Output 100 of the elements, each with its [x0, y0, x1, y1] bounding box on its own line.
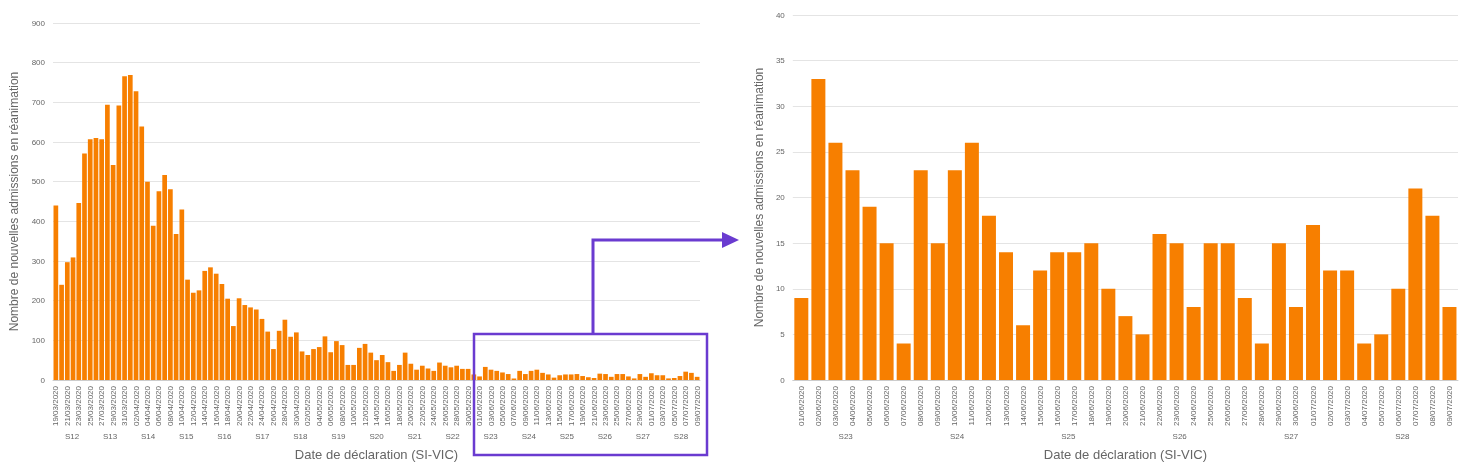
x-tick-label: 21/06/2020 — [1137, 385, 1147, 427]
x-tick-label: 08/04/2020 — [165, 385, 175, 427]
x-tick-label: 17/06/2020 — [566, 385, 576, 427]
x-tick-label: 21/06/2020 — [589, 385, 599, 427]
y-tick-label: 200 — [31, 296, 46, 306]
x-tick-label: 29/03/2020 — [108, 385, 118, 427]
x-tick-label: 25/06/2020 — [612, 385, 622, 427]
x-tick-label: 14/04/2020 — [200, 385, 210, 427]
x-tick-label: 02/04/2020 — [131, 385, 141, 427]
bar — [1442, 307, 1457, 380]
x-tick-label: 05/06/2020 — [497, 385, 507, 427]
bar — [947, 170, 962, 380]
y-tick-label: 600 — [31, 137, 46, 147]
bar — [1033, 270, 1048, 380]
bar — [1340, 270, 1355, 380]
x-tick-label: 01/07/2020 — [646, 385, 656, 427]
bar — [1391, 288, 1406, 380]
y-axis-title: Nombre de nouvelles admissions en réanimation — [7, 71, 21, 332]
x-tick-label: 10/05/2020 — [349, 385, 359, 427]
text: S24 — [521, 431, 537, 441]
x-tick-label: 02/05/2020 — [303, 385, 313, 427]
x-tick-label: 14/06/2020 — [1018, 385, 1028, 427]
bar — [1374, 334, 1389, 380]
bar — [1254, 343, 1269, 380]
x-axis-title: Date de déclaration (SI-VIC) — [1043, 447, 1208, 462]
x-tick-label: 11/06/2020 — [967, 385, 977, 426]
x-tick-label: 03/06/2020 — [486, 385, 496, 427]
x-tick-label: 23/03/2020 — [74, 385, 84, 427]
x-tick-label: 26/04/2020 — [268, 385, 278, 427]
x-tick-label: 27/06/2020 — [623, 385, 633, 427]
text: S28 — [1395, 431, 1410, 441]
x-tick-label: 20/04/2020 — [234, 385, 244, 427]
x-tick-label: 23/06/2020 — [1172, 385, 1182, 427]
x-tick-label: 02/06/2020 — [813, 385, 823, 427]
x-tick-label: 01/06/2020 — [796, 385, 806, 427]
bar — [1220, 243, 1235, 380]
x-tick-label: 17/06/2020 — [1069, 385, 1079, 427]
x-tick-label: 03/07/2020 — [658, 385, 668, 427]
x-tick-label: 24/06/2020 — [1189, 385, 1199, 427]
x-tick-label: 30/04/2020 — [291, 385, 301, 427]
bar — [1271, 243, 1286, 380]
bar — [930, 243, 945, 380]
y-axis-title: Nombre de nouvelles admissions en réanimation — [752, 67, 766, 328]
bar — [1084, 243, 1099, 380]
x-tick-label: 22/06/2020 — [1155, 385, 1165, 427]
x-tick-label: 18/05/2020 — [394, 385, 404, 427]
y-tick-label: 40 — [775, 10, 786, 20]
x-tick-label: 07/07/2020 — [681, 385, 691, 427]
x-tick-label: 24/05/2020 — [429, 385, 439, 427]
x-tick-label: 27/06/2020 — [1240, 385, 1250, 427]
x-tick-label: 05/06/2020 — [865, 385, 875, 427]
bar — [828, 142, 843, 380]
x-tick-label: 16/04/2020 — [211, 385, 221, 427]
bar — [1306, 224, 1321, 380]
bar — [1135, 334, 1150, 380]
y-tick-label: 0 — [780, 375, 786, 385]
x-tick-label: 10/04/2020 — [177, 385, 187, 427]
x-tick-label: 26/06/2020 — [1223, 385, 1233, 427]
bar — [999, 252, 1013, 380]
y-tick-label: 300 — [31, 256, 46, 266]
y-tick-label: 900 — [31, 18, 46, 28]
bar — [1016, 325, 1031, 380]
y-tick-label: 400 — [31, 216, 46, 226]
x-tick-label: 23/06/2020 — [601, 385, 611, 427]
x-tick-label: 06/05/2020 — [326, 385, 336, 427]
y-tick-label: 25 — [775, 147, 786, 157]
x-tick-label: 25/06/2020 — [1206, 385, 1216, 427]
x-axis-title: Date de déclaration (SI-VIC) — [294, 447, 459, 462]
text: S27 — [1283, 431, 1299, 441]
x-tick-label: 01/07/2020 — [1308, 385, 1318, 427]
x-tick-label: 22/04/2020 — [246, 385, 256, 427]
x-tick-label: 21/03/2020 — [62, 385, 72, 427]
y-tick-label: 30 — [775, 101, 786, 111]
x-tick-label: 09/06/2020 — [933, 385, 943, 427]
x-tick-label: 12/04/2020 — [188, 385, 198, 427]
x-tick-label: 29/06/2020 — [1274, 385, 1284, 427]
y-tick-label: 700 — [31, 97, 46, 107]
text: S17 — [255, 431, 270, 441]
x-tick-label: 28/05/2020 — [452, 385, 462, 427]
x-tick-label: 15/06/2020 — [555, 385, 565, 427]
x-tick-label: 04/07/2020 — [1359, 385, 1369, 427]
x-tick-label: 16/05/2020 — [383, 385, 393, 427]
x-tick-label: 09/06/2020 — [520, 385, 530, 427]
bar — [794, 297, 809, 380]
bar — [811, 78, 826, 380]
x-tick-label: 28/06/2020 — [1257, 385, 1267, 427]
x-tick-label: 02/07/2020 — [1325, 385, 1335, 427]
bar — [1357, 343, 1372, 380]
x-tick-label: 06/06/2020 — [882, 385, 892, 427]
text: S23 — [838, 431, 854, 441]
x-tick-label: 13/06/2020 — [1001, 385, 1011, 427]
bar — [879, 243, 894, 380]
x-tick-label: 27/03/2020 — [97, 385, 107, 427]
text: S21 — [407, 431, 423, 441]
x-tick-label: 04/05/2020 — [314, 385, 324, 427]
text: S14 — [141, 431, 156, 441]
x-tick-label: 05/07/2020 — [1376, 385, 1386, 427]
x-tick-label: 09/07/2020 — [1444, 385, 1454, 427]
bar — [1067, 252, 1082, 380]
bar — [845, 170, 860, 380]
